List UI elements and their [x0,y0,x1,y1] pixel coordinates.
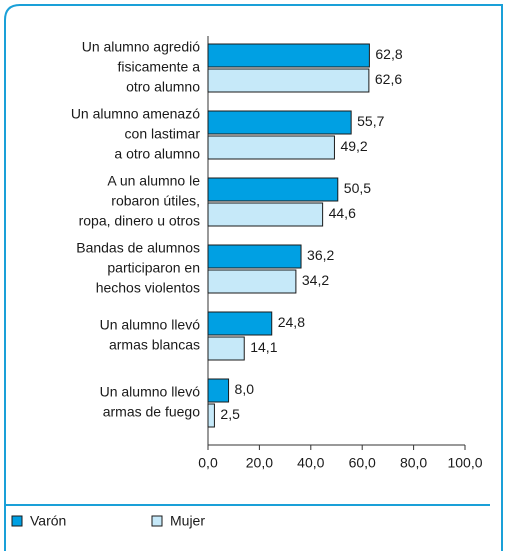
bar [207,336,245,361]
bar [207,244,302,269]
x-tick-label: 100,0 [447,455,482,471]
x-tick-label: 40,0 [297,455,324,471]
category-label: a otro alumno [114,146,200,162]
value-label: 2,5 [220,406,240,422]
bar [207,43,370,68]
x-tick-label: 80,0 [400,455,427,471]
category-label: ropa, dinero u otros [79,213,200,229]
bar [207,135,335,160]
bar [207,378,230,403]
value-label: 49,2 [340,138,367,154]
bar [207,311,273,336]
category-label: hechos violentos [96,280,200,296]
category-label: Un alumno agredió [82,39,201,55]
category-label: armas de fuego [103,404,200,420]
category-label: Un alumno amenazó [71,106,200,122]
value-label: 24,8 [278,314,305,330]
category-label: participaron en [107,260,200,276]
bar [207,269,297,294]
value-label: 14,1 [250,339,277,355]
legend-swatch [151,515,163,527]
category-label: con lastimar [125,126,201,142]
value-label: 8,0 [235,381,255,397]
value-label: 34,2 [302,272,329,288]
category-label: Bandas de alumnos [76,240,200,256]
x-tick-label: 0,0 [198,455,218,471]
category-label: Un alumno llevó [100,317,201,333]
value-label: 50,5 [344,180,371,196]
value-label: 44,6 [329,205,356,221]
value-label: 62,8 [375,46,402,62]
value-label: 36,2 [307,247,334,263]
x-tick-label: 20,0 [246,455,273,471]
legend-swatch [11,515,23,527]
x-tick-label: 60,0 [349,455,376,471]
category-label: A un alumno le [107,173,200,189]
legend-label: Mujer [170,513,205,529]
bar [207,110,352,135]
bar [207,177,339,202]
value-label: 62,6 [375,71,402,87]
category-label: otro alumno [126,79,200,95]
category-label: Un alumno llevó [100,384,201,400]
legend-label: Varón [30,513,66,529]
value-label: 55,7 [357,113,384,129]
category-label: robaron útiles, [111,193,200,209]
bar [207,68,370,93]
frame [4,4,503,551]
bar [207,403,215,428]
category-label: fisicamente a [118,59,201,75]
bar [207,202,324,227]
category-label: armas blancas [109,337,200,353]
